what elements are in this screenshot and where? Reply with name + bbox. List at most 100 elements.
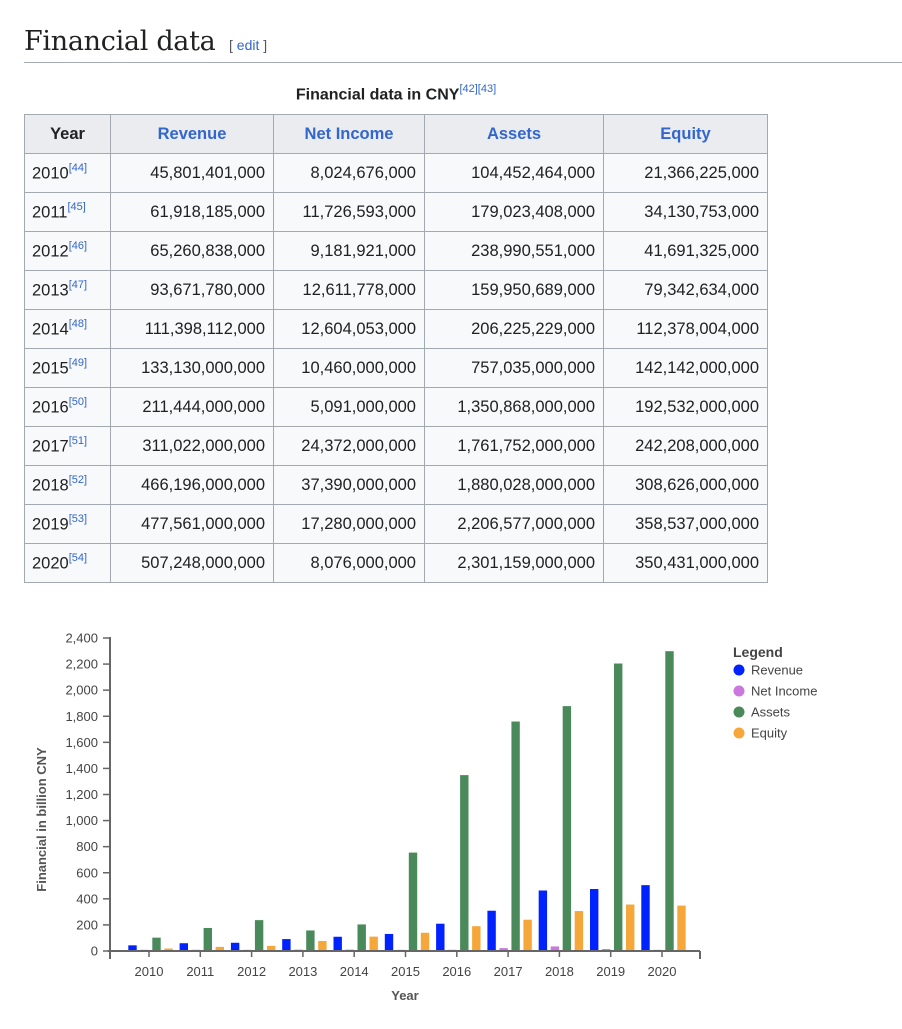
table-row: 2019[53] 477,561,000,000 17,280,000,000 2,2…	[24, 504, 768, 544]
reference-link[interactable]: [46]	[68, 239, 88, 252]
assets-cell: 1,761,752,000,000	[424, 426, 604, 466]
y-tick-label: 800	[76, 839, 98, 854]
table-row: 2017[51] 311,022,000,000 24,372,000,000 1,7…	[24, 426, 768, 466]
assets-cell: 2,206,577,000,000	[424, 504, 604, 544]
revenue-cell: 133,130,000,000	[110, 348, 274, 388]
reference-link[interactable]: [50]	[68, 395, 88, 408]
y-tick-label: 1,000	[65, 813, 98, 828]
x-tick-label: 2010	[135, 964, 164, 979]
column-header-assets[interactable]: Assets	[424, 114, 604, 154]
year-cell: 2012[46]	[24, 231, 111, 271]
table-row: 2016[50] 211,444,000,000 5,091,000,000 1,35…	[24, 387, 768, 427]
x-tick-label: 2016	[442, 964, 471, 979]
x-tick-label: 2019	[596, 964, 625, 979]
year-cell: 2016[50]	[24, 387, 111, 427]
table-caption: Financial data in CNY[42][43]	[295, 83, 497, 104]
edit-link[interactable]: edit	[236, 37, 260, 53]
year-cell: 2011[45]	[24, 192, 111, 232]
reference-link[interactable]: [43]	[477, 83, 497, 95]
equity-cell: 41,691,325,000	[603, 231, 768, 271]
assets-cell: 206,225,229,000	[424, 309, 604, 349]
net-income-cell: 10,460,000,000	[273, 348, 425, 388]
bar-assets	[510, 720, 521, 952]
table-row: 2014[48] 111,398,112,000 12,604,053,000 206…	[24, 309, 768, 349]
table-row: 2015[49] 133,130,000,000 10,460,000,000 757…	[24, 348, 768, 388]
revenue-cell: 477,561,000,000	[110, 504, 274, 544]
bar-assets	[613, 662, 624, 952]
reference-link[interactable]: [42]	[459, 83, 478, 95]
year-cell: 2019[53]	[24, 504, 111, 544]
y-tick-label: 2,400	[65, 631, 98, 646]
y-tick-label: 1,600	[65, 735, 98, 750]
bar-revenue	[384, 933, 394, 952]
bar-revenue	[281, 938, 292, 952]
revenue-cell: 507,248,000,000	[110, 543, 274, 583]
x-axis-title: Year	[391, 988, 418, 1003]
revenue-cell: 311,022,000,000	[110, 426, 274, 466]
assets-cell: 1,350,868,000,000	[424, 387, 604, 427]
bar-assets	[305, 929, 316, 952]
bar-revenue	[179, 942, 189, 952]
table-row: 2020[54] 507,248,000,000 8,076,000,000 2,30…	[24, 543, 768, 583]
reference-link[interactable]: [45]	[67, 200, 86, 213]
equity-cell: 142,142,000,000	[603, 348, 768, 388]
column-header-revenue[interactable]: Revenue	[110, 114, 274, 154]
column-header-equity[interactable]: Equity	[603, 114, 768, 154]
revenue-cell: 93,671,780,000	[110, 270, 274, 310]
net-income-cell: 37,390,000,000	[273, 465, 425, 505]
column-header-net-income[interactable]: Net Income	[273, 114, 425, 154]
equity-cell: 350,431,000,000	[603, 543, 768, 583]
bar-equity	[471, 925, 482, 952]
y-tick-label: 0	[91, 944, 98, 959]
net-income-cell: 9,181,921,000	[273, 231, 425, 271]
x-tick-label: 2017	[494, 964, 523, 979]
net-income-cell: 12,611,778,000	[273, 270, 425, 310]
bar-revenue	[230, 942, 240, 952]
reference-link[interactable]: [52]	[68, 473, 88, 486]
equity-cell: 112,378,004,000	[603, 309, 768, 349]
legend-swatch-icon	[733, 664, 745, 676]
legend-item: Assets	[751, 705, 791, 720]
assets-cell: 179,023,408,000	[424, 192, 604, 232]
bar-equity	[522, 919, 533, 952]
bar-assets	[459, 774, 470, 952]
year-cell: 2014[48]	[24, 309, 111, 349]
reference-link[interactable]: [51]	[68, 434, 88, 447]
equity-cell: 358,537,000,000	[603, 504, 768, 544]
revenue-cell: 211,444,000,000	[110, 387, 274, 427]
legend-item: Equity	[751, 726, 788, 741]
bar-revenue	[486, 910, 497, 952]
bar-assets	[408, 851, 418, 952]
equity-cell: 192,532,000,000	[603, 387, 768, 427]
x-tick-label: 2013	[288, 964, 317, 979]
section-title: Financial data	[24, 26, 216, 57]
equity-cell: 79,342,634,000	[603, 270, 768, 310]
financial-bar-chart: 0 200 400 600 800 1,000 1,200 1,400 1,600 1,800 2,…	[0, 620, 902, 1024]
table-row: 2010[44] 45,801,401,000 8,024,676,000 104,4…	[24, 153, 768, 193]
bar-equity	[574, 910, 584, 952]
x-tick-label: 2018	[545, 964, 574, 979]
reference-link[interactable]: [47]	[68, 278, 88, 291]
equity-cell: 34,130,753,000	[603, 192, 768, 232]
reference-link[interactable]: [53]	[68, 512, 88, 525]
reference-link[interactable]: [48]	[68, 317, 88, 330]
bar-assets	[151, 937, 162, 952]
reference-link[interactable]: [49]	[68, 356, 88, 369]
equity-cell: 21,366,225,000	[603, 153, 768, 193]
bar-assets	[562, 705, 572, 952]
assets-cell: 159,950,689,000	[424, 270, 604, 310]
chart-canvas: 0 200 400 600 800 1,000 1,200 1,400 1,600 1,800 2,…	[34, 631, 817, 1004]
table-row: 2011[45] 61,918,185,000 11,726,593,000 179,…	[24, 192, 768, 232]
legend-item: Revenue	[751, 663, 803, 678]
reference-link[interactable]: [54]	[68, 551, 88, 564]
y-tick-label: 600	[76, 865, 98, 880]
bar-revenue	[435, 923, 446, 952]
revenue-cell: 65,260,838,000	[110, 231, 274, 271]
year-cell: 2015[49]	[24, 348, 111, 388]
bar-equity	[420, 932, 430, 952]
bar-revenue	[589, 888, 600, 952]
y-axis-title: Financial in billion CNY	[34, 747, 49, 892]
reference-link[interactable]: [44]	[68, 161, 88, 174]
table-header-row: Year Revenue Net Income Assets Equity	[24, 114, 768, 154]
assets-cell: 2,301,159,000,000	[424, 543, 604, 583]
